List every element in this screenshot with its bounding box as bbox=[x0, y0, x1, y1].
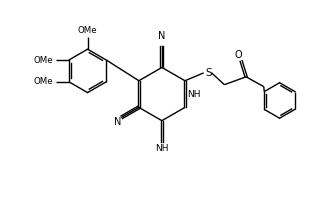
Text: N: N bbox=[158, 31, 166, 41]
Text: OMe: OMe bbox=[33, 77, 53, 86]
Text: O: O bbox=[234, 50, 242, 60]
Text: NH: NH bbox=[187, 90, 201, 98]
Text: OMe: OMe bbox=[78, 26, 97, 35]
Text: S: S bbox=[205, 68, 212, 78]
Text: NH: NH bbox=[155, 144, 169, 153]
Text: N: N bbox=[114, 117, 121, 127]
Text: OMe: OMe bbox=[33, 56, 53, 65]
